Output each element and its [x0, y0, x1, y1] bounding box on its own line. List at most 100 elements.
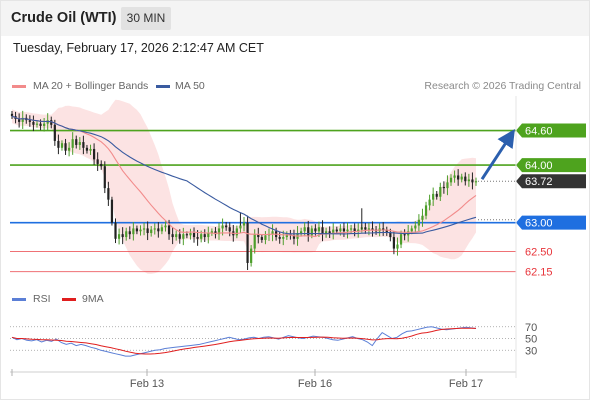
- candle: [128, 226, 131, 240]
- chart-datetime: Tuesday, February 17, 2026 2:12:47 AM CE…: [13, 41, 264, 55]
- candle: [421, 208, 424, 227]
- ma50-line: [11, 115, 477, 235]
- candle-body: [107, 188, 110, 200]
- candle-body: [428, 199, 431, 206]
- level-tag-63.00: 63.00: [516, 215, 586, 230]
- candle: [217, 222, 221, 240]
- chart-header: Crude Oil (WTI) 30 MIN: [0, 0, 590, 36]
- candle: [78, 137, 81, 150]
- candle-body: [32, 121, 35, 125]
- timeframe-selector[interactable]: 30 MIN: [121, 7, 171, 30]
- candle-body: [153, 228, 156, 230]
- candle-body: [282, 237, 285, 239]
- candle-body: [449, 177, 453, 183]
- candle: [428, 194, 431, 211]
- candle-body: [399, 234, 403, 245]
- candle-body: [385, 229, 388, 234]
- candle: [242, 217, 246, 232]
- candle-body: [403, 234, 406, 236]
- candle: [103, 161, 106, 194]
- candle: [439, 182, 442, 202]
- candle: [457, 169, 460, 186]
- candle: [385, 226, 388, 236]
- time-tick-label: Feb 13: [130, 378, 164, 390]
- level-label: 63.72: [525, 176, 553, 188]
- candle-body: [89, 148, 92, 151]
- candle-body: [207, 233, 210, 238]
- candle-body: [43, 123, 46, 126]
- candle-body: [110, 199, 114, 223]
- candle-body: [60, 143, 64, 148]
- candle-body: [164, 225, 167, 228]
- candle: [246, 215, 249, 270]
- candle: [57, 134, 60, 155]
- candle-body: [39, 123, 42, 126]
- rsi-ma9-line: [11, 327, 477, 355]
- candle-body: [203, 234, 206, 238]
- candle: [264, 231, 267, 245]
- candle-body: [150, 229, 153, 234]
- candle: [82, 135, 85, 155]
- level-label: 62.15: [525, 267, 553, 279]
- level-label: 64.00: [525, 160, 553, 172]
- level-tag-bg: [516, 123, 586, 138]
- level-tags: 64.60 64.00 63.72 63.00 62.50 62.15: [516, 123, 586, 279]
- candle-body: [253, 234, 256, 249]
- candle-body: [285, 234, 288, 238]
- candle-body: [342, 228, 346, 232]
- candle: [89, 144, 92, 155]
- candle: [157, 222, 160, 238]
- candle: [357, 223, 360, 238]
- candle-body: [339, 228, 342, 232]
- level-tag-bg: [516, 215, 586, 230]
- candle-body: [324, 231, 328, 235]
- instrument-title: Crude Oil (WTI): [11, 10, 117, 26]
- candle: [446, 175, 449, 196]
- rsi-legend-swatch: [12, 298, 26, 301]
- candle-body: [64, 143, 67, 151]
- rsi-tick: 70: [525, 322, 537, 334]
- rsi-tick: 50: [525, 334, 537, 346]
- candle-body: [192, 233, 196, 238]
- candle-body: [257, 234, 260, 238]
- candle-body: [292, 235, 296, 239]
- candle-body: [103, 166, 106, 189]
- bollinger-band-area: [12, 99, 476, 274]
- candle-body: [167, 225, 171, 235]
- candle-body: [382, 228, 385, 230]
- bollinger-bands: [12, 99, 476, 274]
- candle-body: [392, 237, 396, 249]
- candle: [92, 143, 96, 165]
- candle-body: [214, 231, 217, 235]
- candle-body: [353, 228, 356, 232]
- candle-body: [389, 233, 392, 238]
- candle-body: [114, 222, 117, 239]
- candle: [382, 222, 385, 236]
- candle-body: [239, 225, 242, 229]
- candle: [10, 110, 14, 120]
- candle-body: [175, 234, 178, 238]
- candle-body: [121, 234, 124, 238]
- candle-body: [460, 176, 463, 180]
- candle: [474, 177, 478, 186]
- candle-body: [185, 234, 188, 236]
- candle: [235, 225, 238, 239]
- candle-body: [321, 227, 324, 235]
- candle: [28, 115, 31, 127]
- candle-body: [417, 219, 420, 226]
- candle-body: [178, 234, 181, 239]
- candle-body: [128, 231, 131, 235]
- candle-body: [75, 139, 78, 145]
- rsi-line: [11, 326, 477, 357]
- candle: [85, 144, 89, 154]
- moving-averages: [11, 115, 477, 238]
- candle-body: [310, 228, 313, 236]
- candle-body: [196, 237, 199, 239]
- time-tick-label: Feb 16: [298, 378, 332, 390]
- candle: [467, 173, 470, 187]
- candle: [332, 223, 335, 240]
- candle: [71, 132, 74, 155]
- candle: [417, 214, 420, 232]
